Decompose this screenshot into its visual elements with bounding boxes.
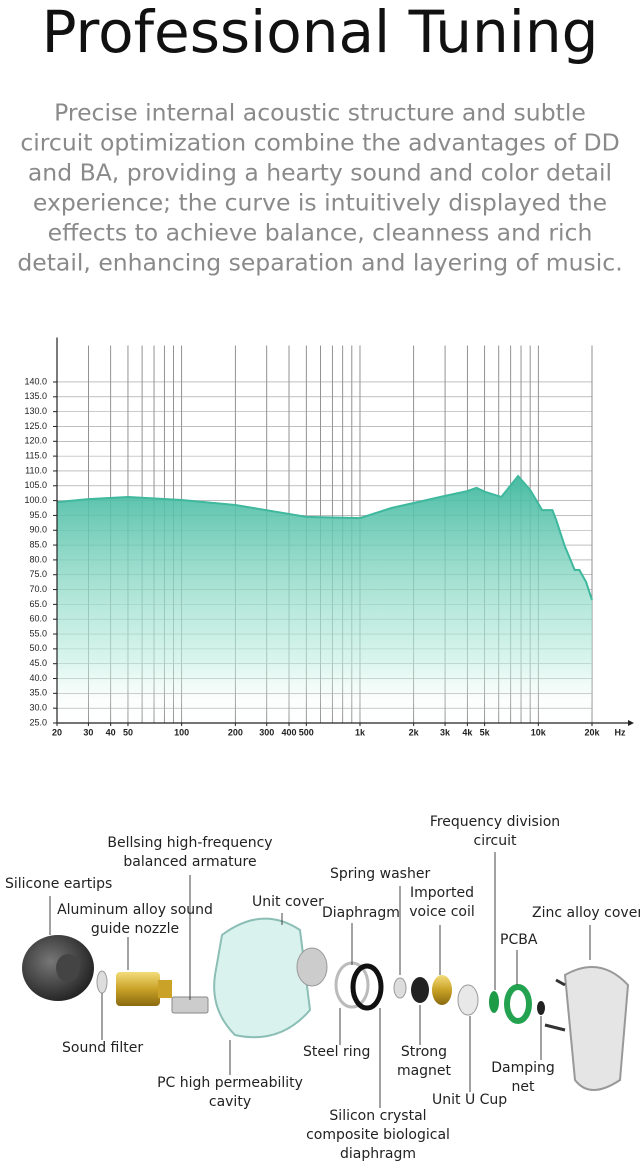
parts-illustration [22, 852, 630, 1108]
y-tick-label: 85.0 [29, 539, 47, 549]
description-line: circuit optimization combine the advanta… [20, 129, 619, 157]
part-label: Strong [401, 1044, 447, 1060]
curve [56, 474, 593, 601]
part-label: Zinc alloy cover [532, 905, 640, 921]
x-tick-label: 4k [462, 727, 473, 737]
part-label: Silicon crystal [329, 1108, 426, 1124]
y-tick-label: 25.0 [29, 717, 47, 727]
part-label: Steel ring [303, 1044, 370, 1060]
part-label: balanced armature [123, 854, 256, 870]
y-tick-label: 75.0 [29, 569, 47, 579]
y-tick-label: 110.0 [25, 465, 47, 475]
description-line: experience; the curve is intuitively dis… [33, 189, 607, 217]
part-label: guide nozzle [91, 921, 179, 937]
x-unit: Hz [615, 727, 626, 737]
y-tick-label: 80.0 [29, 554, 47, 564]
part-label: Unit U Cup [432, 1092, 507, 1108]
x-tick-label: 20 [52, 727, 62, 737]
x-tick-label: 30 [83, 727, 93, 737]
part-label: PC high permeability [157, 1075, 303, 1091]
y-tick-label: 55.0 [29, 628, 47, 638]
part-label: Sound filter [62, 1040, 143, 1056]
part-labels: Silicone eartips Bellsing high-frequency b… [5, 814, 640, 1162]
x-tick-label: 1k [355, 727, 366, 737]
x-tick-label: 40 [106, 727, 116, 737]
x-tick-label: 100 [174, 727, 189, 737]
y-tick-label: 100.0 [24, 495, 47, 505]
y-tick-label: 45.0 [29, 658, 47, 668]
part-label: cavity [209, 1094, 251, 1110]
y-tick-label: 120.0 [24, 436, 47, 446]
x-tick-label: 200 [228, 727, 243, 737]
part-label: voice coil [409, 904, 475, 920]
x-tick-label: 400 [282, 727, 297, 737]
description-line: Precise internal acoustic structure and … [54, 99, 586, 127]
part-label: Bellsing high-frequency [107, 835, 272, 851]
part-label: Aluminum alloy sound [57, 902, 213, 918]
part-label: Spring washer [330, 866, 430, 882]
y-tick-label: 115.0 [25, 450, 47, 460]
x-tick-label: 2k [409, 727, 420, 737]
title: Professional Tuning [42, 0, 599, 66]
x-tick-label: 300 [259, 727, 274, 737]
y-tick-label: 95.0 [29, 510, 47, 520]
y-tick-label: 40.0 [29, 673, 47, 683]
part-label: Imported [410, 885, 474, 901]
part-label: net [512, 1079, 535, 1095]
part-label: diaphragm [340, 1146, 416, 1162]
area-fill [57, 476, 592, 723]
part-label: composite biological [306, 1127, 450, 1143]
part-label: Unit cover [252, 894, 324, 910]
part-label: Diaphragm [322, 905, 400, 921]
x-tick-label: 500 [299, 727, 314, 737]
description-line: effects to achieve balance, cleanness an… [48, 219, 593, 247]
y-tick-label: 135.0 [24, 391, 47, 401]
part-label: magnet [397, 1063, 452, 1079]
x-tick-label: 10k [531, 727, 547, 737]
chart: 25.0 30.0 35.0 40.0 45.0 50.0 55.0 60.0 65.0 70.0… [24, 337, 634, 737]
y-tick-label: 50.0 [29, 643, 47, 653]
y-tick-label: 90.0 [29, 525, 47, 535]
y-tick-label: 125.0 [24, 421, 47, 431]
part-label: circuit [474, 833, 517, 849]
y-tick-label: 130.0 [24, 406, 47, 416]
x-tick-label: 5k [480, 727, 491, 737]
description-line: and BA, providing a hearty sound and col… [28, 159, 612, 187]
y-tick-label: 140.0 [24, 376, 47, 386]
y-tick-label: 65.0 [29, 599, 47, 609]
description: Precise internal acoustic structure and … [17, 99, 622, 277]
description-line: detail, enhancing separation and layerin… [17, 249, 622, 277]
y-tick-label: 105.0 [24, 480, 47, 490]
x-axis-arrow [628, 720, 634, 726]
x-tick-label: 3k [440, 727, 451, 737]
y-tick-label: 60.0 [29, 614, 47, 624]
part-label: Frequency division [430, 814, 560, 830]
y-tick-label: 35.0 [29, 688, 47, 698]
part-label: PCBA [500, 932, 538, 948]
x-tick-label: 50 [123, 727, 133, 737]
part-label: Silicone eartips [5, 876, 112, 892]
y-tick-label: 30.0 [29, 703, 47, 713]
part-label: Damping [491, 1060, 555, 1076]
x-tick-label: 20k [584, 727, 600, 737]
y-tick-label: 70.0 [29, 584, 47, 594]
